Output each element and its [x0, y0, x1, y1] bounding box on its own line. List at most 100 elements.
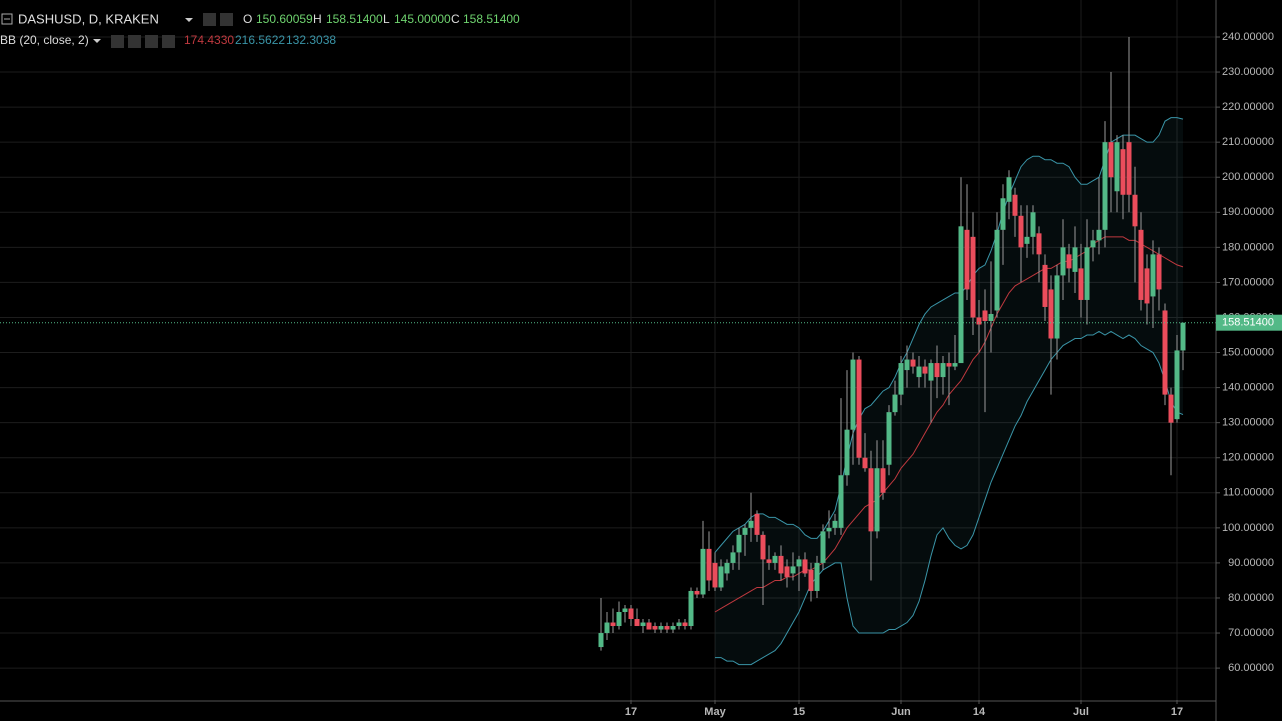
- y-tick-label: 130.00000: [1222, 417, 1274, 429]
- candle-body: [694, 590, 700, 595]
- candle-body: [772, 555, 778, 563]
- y-tick-label: 190.00000: [1222, 206, 1274, 218]
- symbol[interactable]: DASHUSD, D, KRAKEN: [18, 11, 159, 26]
- y-tick-label: 140.00000: [1222, 382, 1274, 394]
- icon-button[interactable]: [162, 35, 175, 48]
- candle-body: [946, 363, 952, 367]
- candle-body: [754, 513, 760, 535]
- candle-body: [1090, 240, 1096, 248]
- candle-body: [994, 229, 1000, 311]
- axes: 60.00000 70.00000 80.00000 90.00000 100.0000…: [625, 31, 1282, 718]
- candle-body: [1066, 254, 1072, 269]
- candle-body: [598, 633, 604, 648]
- candle-body: [760, 534, 766, 560]
- candle-body: [820, 531, 826, 563]
- icon-button[interactable]: [111, 35, 124, 48]
- y-tick-label: 210.00000: [1222, 136, 1274, 148]
- bb-lower-value: 132.3038: [286, 33, 336, 47]
- candle-body: [622, 608, 628, 612]
- candle-body: [664, 626, 670, 630]
- symbol-dropdown[interactable]: [185, 18, 193, 22]
- candle-body: [616, 611, 622, 627]
- x-tick-label: 17: [625, 706, 637, 718]
- candle-body: [928, 363, 934, 381]
- candle-body: [910, 359, 916, 367]
- candle-body: [1024, 236, 1030, 244]
- candle-body: [1108, 142, 1114, 178]
- candle-body: [790, 566, 796, 574]
- candle-body: [1042, 264, 1048, 307]
- candle-body: [676, 622, 682, 627]
- candle-body: [706, 548, 712, 581]
- candle-body: [904, 359, 910, 371]
- candle-body: [682, 622, 688, 627]
- candle-body: [1120, 149, 1126, 195]
- candle-body: [742, 527, 748, 535]
- candle-body: [1138, 229, 1144, 300]
- candle-body: [1078, 268, 1084, 300]
- candle-body: [796, 559, 802, 567]
- y-tick-label: 80.00000: [1228, 592, 1274, 604]
- candle-body: [808, 569, 814, 591]
- candle-body: [844, 429, 850, 476]
- y-tick-label: 240.00000: [1222, 31, 1274, 43]
- candle-body: [1156, 254, 1162, 290]
- candle-body: [964, 229, 970, 290]
- candle-body: [892, 394, 898, 413]
- candle-body: [1174, 350, 1180, 420]
- candle-body: [718, 566, 724, 588]
- candle-body: [814, 562, 820, 591]
- candle-body: [1072, 247, 1078, 272]
- open-label: O: [243, 12, 252, 26]
- x-tick-label: Jul: [1073, 706, 1089, 718]
- candle-body: [610, 622, 616, 627]
- candle-body: [628, 608, 634, 620]
- candle-body: [850, 359, 856, 430]
- plot: [0, 36, 1216, 666]
- low-value: 145.00000: [394, 12, 451, 26]
- candle-body: [646, 622, 652, 630]
- y-tick-label: 70.00000: [1228, 627, 1274, 639]
- candle-body: [1126, 142, 1132, 195]
- bb-middle-value: 174.4330: [184, 33, 234, 47]
- y-tick-label: 110.00000: [1223, 487, 1274, 499]
- candle-body: [1018, 215, 1024, 248]
- icon-button[interactable]: [220, 13, 233, 26]
- icon-button[interactable]: [128, 35, 141, 48]
- candle-body: [880, 468, 886, 493]
- candle-body: [1048, 289, 1054, 339]
- candle-body: [1114, 142, 1120, 192]
- indicator-dropdown[interactable]: [93, 39, 101, 43]
- candle-body: [1132, 194, 1138, 227]
- candle-body: [868, 468, 874, 532]
- x-tick-label: Jun: [891, 706, 911, 718]
- indicator-label[interactable]: BB (20, close, 2): [0, 33, 89, 47]
- y-tick-label: 220.00000: [1222, 101, 1274, 113]
- collapse-icon[interactable]: [1, 13, 13, 25]
- x-tick-label: 15: [793, 706, 805, 718]
- candle-body: [976, 317, 982, 325]
- high-label: H: [313, 12, 322, 26]
- candle-body: [730, 552, 736, 563]
- candle-body: [748, 520, 754, 528]
- icon-button[interactable]: [203, 13, 216, 26]
- candle-body: [1150, 254, 1156, 297]
- candle-body: [652, 626, 658, 630]
- y-tick-label: 120.00000: [1222, 452, 1274, 464]
- y-tick-label: 200.00000: [1222, 171, 1274, 183]
- icon-button[interactable]: [145, 35, 158, 48]
- candle-body: [856, 359, 862, 458]
- open-value: 150.60059: [256, 12, 313, 26]
- candle-body: [688, 590, 694, 627]
- close-label: C: [451, 12, 460, 26]
- candle-body: [934, 363, 940, 378]
- candle-body: [838, 475, 844, 528]
- candle-body: [1060, 247, 1066, 276]
- candle-body: [1084, 247, 1090, 300]
- candle-body: [784, 566, 790, 577]
- bb-upper-value: 216.5622: [235, 33, 285, 47]
- x-tick-label: 17: [1171, 706, 1183, 718]
- candle-body: [982, 310, 988, 321]
- candle-body: [802, 559, 808, 574]
- y-tick-label: 180.00000: [1222, 241, 1274, 253]
